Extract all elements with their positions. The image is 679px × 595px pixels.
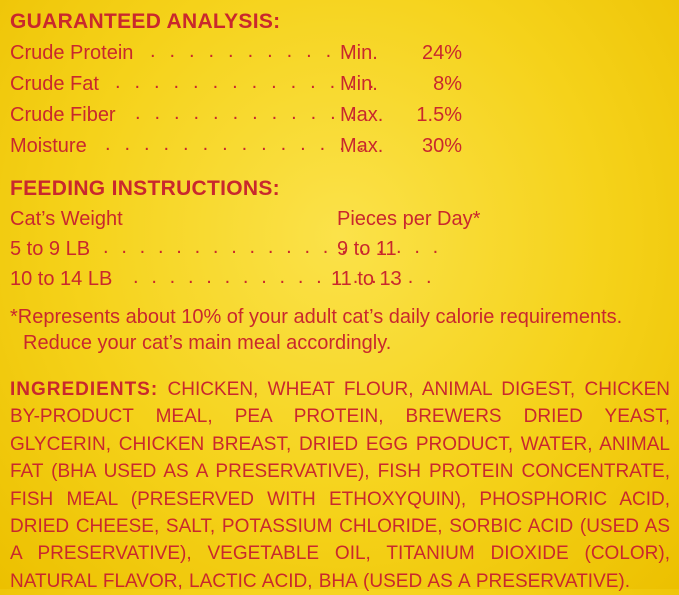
leader-dots: . . . . . . . . . . . . . . . . . . . xyxy=(103,236,442,258)
analysis-qualifier: Min. xyxy=(340,42,378,64)
leader-dots: . . . . . . . . . . . xyxy=(150,40,355,62)
feeding-instructions-heading: FEEDING INSTRUCTIONS: xyxy=(10,177,280,200)
leader-dots: . . . . . . . . . . . . . . . . . xyxy=(133,266,436,288)
analysis-value: 24% xyxy=(421,42,462,64)
analysis-qualifier: Max. xyxy=(340,104,384,126)
leader-dots: . . . . . . . . . . . . . . xyxy=(105,133,369,155)
leader-dots: . . . . . . . . . . . . xyxy=(135,102,360,124)
leader-dots: . . . . . . . . . . . . . . xyxy=(115,71,379,93)
analysis-qualifier: Max. xyxy=(340,135,384,157)
feeding-weight: 10 to 14 LB xyxy=(10,268,113,290)
analysis-value: 1.5% xyxy=(416,104,462,126)
ingredients-list: CHICKEN, WHEAT FLOUR, ANIMAL DIGEST, CHI… xyxy=(10,379,671,592)
feeding-weight: 5 to 9 LB xyxy=(10,238,91,260)
pieces-column-header: Pieces per Day* xyxy=(337,208,481,230)
feeding-pieces: 9 to 11 xyxy=(337,238,397,260)
analysis-value: 30% xyxy=(421,135,462,157)
ingredients-paragraph: INGREDIENTS: CHICKEN, WHEAT FLOUR, ANIMA… xyxy=(10,376,670,595)
analysis-qualifier: Min. xyxy=(340,73,378,95)
analysis-name: Crude Fat xyxy=(10,73,99,95)
guaranteed-analysis-heading: GUARANTEED ANALYSIS: xyxy=(10,10,281,33)
analysis-name: Crude Protein xyxy=(10,42,134,64)
analysis-name: Moisture xyxy=(10,135,87,157)
feeding-footnote: *Represents about 10% of your adult cat’… xyxy=(10,304,622,356)
feeding-pieces: 11 to 13 xyxy=(331,268,402,290)
ingredients-heading: INGREDIENTS: xyxy=(10,379,159,400)
analysis-name: Crude Fiber xyxy=(10,104,116,126)
weight-column-header: Cat’s Weight xyxy=(10,208,123,230)
analysis-value: 8% xyxy=(433,73,462,95)
footnote-line: Reduce your cat’s main meal accordingly. xyxy=(23,332,392,354)
footnote-line: *Represents about 10% of your adult cat’… xyxy=(10,306,623,328)
